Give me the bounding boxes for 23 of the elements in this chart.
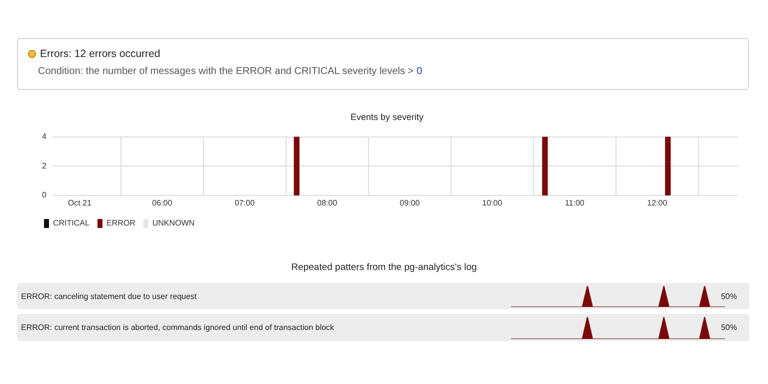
x-tick-label: 11:00: [564, 198, 585, 208]
legend-label: UNKNOWN: [152, 218, 195, 228]
x-tick-label: 12:00: [647, 198, 668, 208]
text: Errors: 12 errors occurred: [40, 48, 160, 60]
x-tick-label: 10:00: [482, 198, 503, 208]
x-tick-label: 06:00: [152, 198, 173, 208]
x-tick-label: 08:00: [317, 198, 338, 208]
text: Repeated patters from the pg-analytics's log: [290, 262, 478, 275]
annotation: 50%: [720, 292, 737, 301]
y-tick-label: 2: [42, 161, 47, 170]
text: ERROR: canceling statement due to user request: [21, 292, 197, 301]
x-tick-label: 07:00: [234, 198, 256, 208]
x-tick-label: Oct 21: [68, 198, 92, 208]
legend-label: CRITICAL: [53, 218, 90, 228]
text: ERROR: current transaction is aborted, commands ignored until end of transaction block: [21, 323, 334, 332]
text: 0: [416, 66, 422, 77]
legend-label: ERROR: [106, 218, 136, 228]
text: Condition: the number of messages with the ERROR and CRITICAL severity levels >: [38, 66, 414, 77]
y-tick-label: 4: [42, 132, 47, 142]
y-tick-label: 0: [42, 190, 47, 200]
chart-title: Events by severity: [350, 112, 424, 122]
annotation: 50%: [720, 323, 737, 332]
x-tick-label: 09:00: [400, 198, 420, 208]
